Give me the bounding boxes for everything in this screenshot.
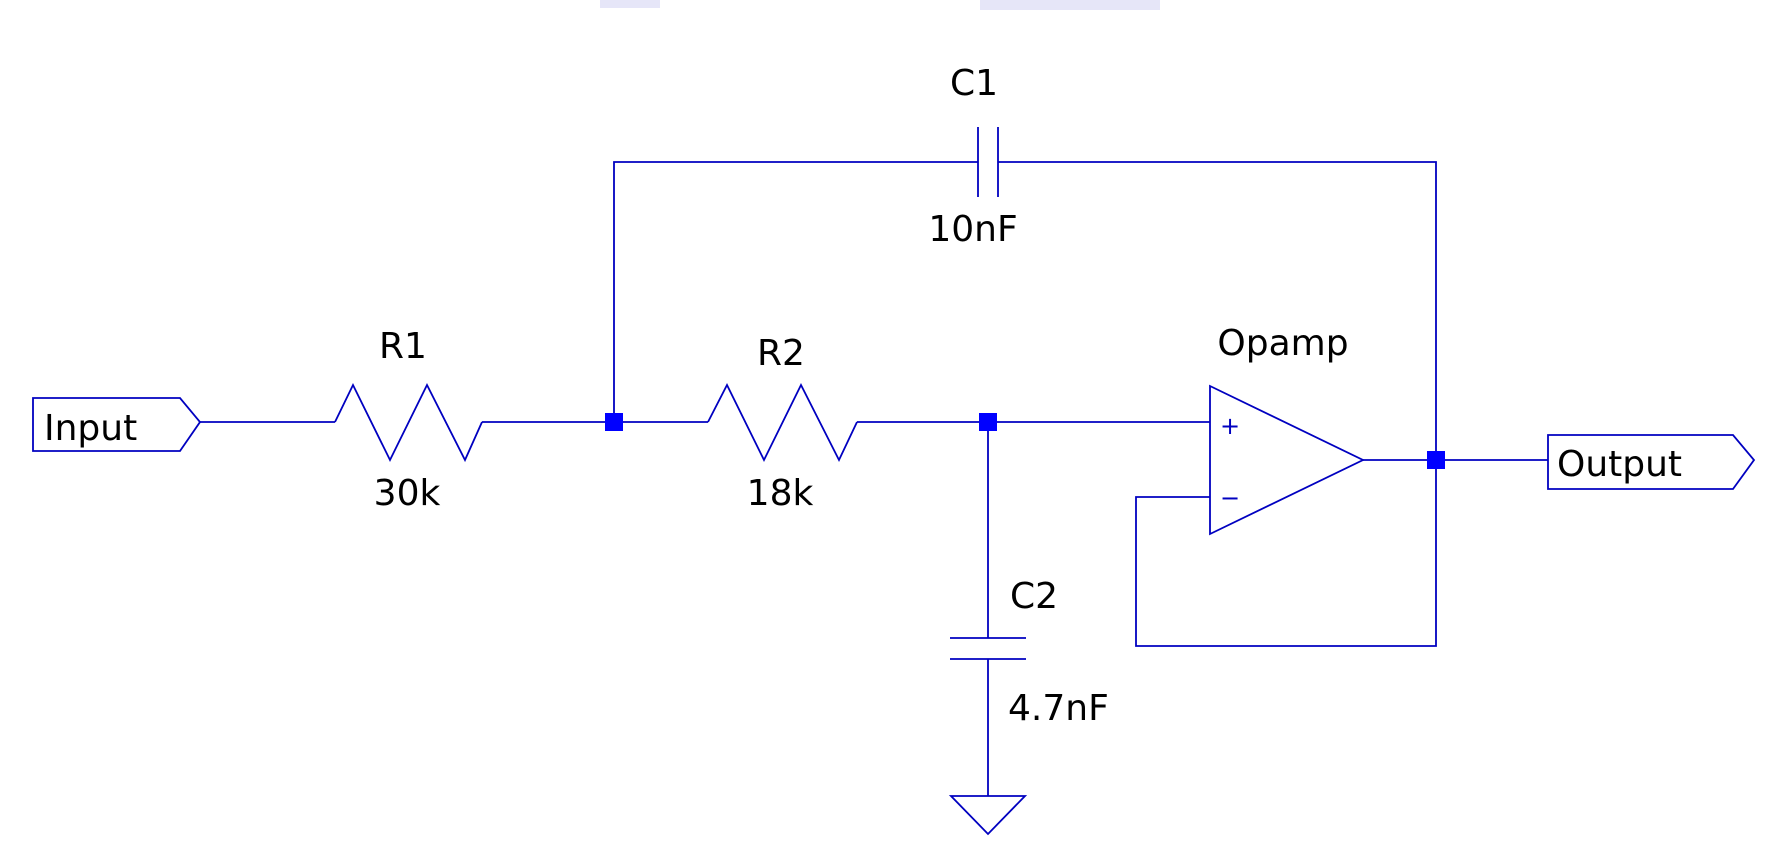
cropped-title-residue <box>600 0 1160 10</box>
c1-ref-label: C1 <box>950 63 998 104</box>
r1-ref-label: R1 <box>379 326 427 367</box>
wire-node-a-c1 <box>613 161 978 422</box>
input-port-label: Input <box>44 408 137 449</box>
opamp-triangle <box>1209 384 1366 536</box>
opamp-plus-sign: + <box>1220 412 1240 440</box>
wires <box>200 161 1548 796</box>
r2-value-label: 18k <box>747 473 814 514</box>
opamp-ref-label: Opamp <box>1217 323 1348 364</box>
input-port-shape <box>32 397 202 452</box>
capacitor-c2 <box>950 637 1026 660</box>
ground-symbol <box>948 795 1028 836</box>
junction-node-b <box>979 413 997 431</box>
c1-value-label: 10nF <box>928 209 1017 250</box>
resistor-r2 <box>707 382 858 463</box>
output-port-shape <box>1547 434 1756 490</box>
capacitor-c1 <box>977 127 999 197</box>
resistor-r1 <box>334 382 483 463</box>
junction-output <box>1427 451 1445 469</box>
opamp-minus-sign: − <box>1220 484 1240 512</box>
c2-value-label: 4.7nF <box>1008 688 1109 729</box>
r2-ref-label: R2 <box>757 333 805 374</box>
wire-feedback <box>998 161 1437 647</box>
c2-ref-label: C2 <box>1010 576 1058 617</box>
output-port-label: Output <box>1557 444 1682 485</box>
junction-node-a <box>605 413 623 431</box>
r1-value-label: 30k <box>374 473 441 514</box>
